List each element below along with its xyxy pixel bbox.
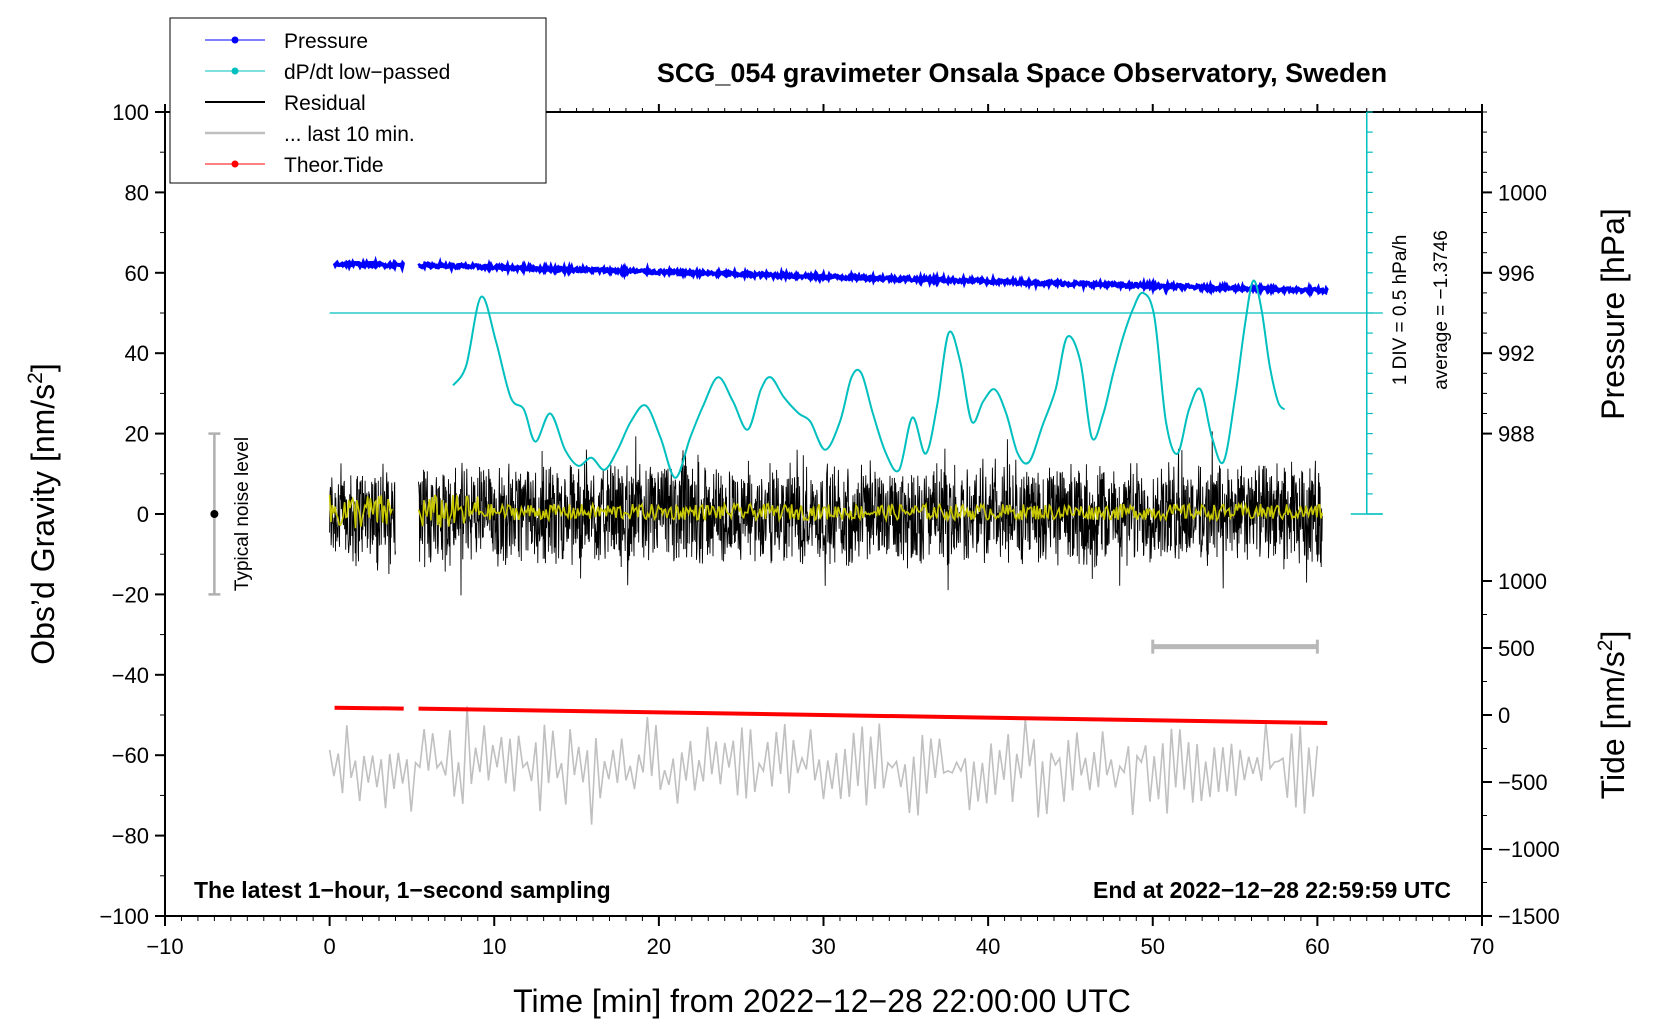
div-scale-label: 1 DIV = 0.5 hPa/h (1390, 235, 1411, 386)
residual-smoothed-line (417, 494, 1324, 528)
x-tick-label: 10 (482, 934, 506, 959)
y-tick-label: −20 (112, 582, 149, 607)
x-tick-label: 0 (324, 934, 336, 959)
pressure-tick-label: 1000 (1498, 180, 1547, 205)
annotation-end-time: End at 2022−12−28 22:59:59 UTC (1093, 877, 1451, 903)
legend-label: ... last 10 min. (284, 123, 415, 146)
y-tick-label: 60 (125, 261, 149, 286)
x-tick-label: 60 (1305, 934, 1329, 959)
legend-marker (231, 160, 239, 168)
x-tick-label: −10 (146, 934, 183, 959)
x-tick-label: 20 (647, 934, 671, 959)
x-axis-title: Time [min] from 2022−12−28 22:00:00 UTC (513, 983, 1131, 1019)
series-layer (328, 255, 1329, 825)
y-tick-label: 40 (125, 341, 149, 366)
y-axis-title-tide: Tide [nm/s2] (1594, 631, 1631, 800)
residual-smoothed-line (328, 494, 393, 529)
y-axis-title-left-sup: 2 (24, 372, 47, 384)
tide-tick-label: −1500 (1498, 904, 1560, 929)
residual-line (329, 463, 396, 575)
legend-label: dP/dt low−passed (284, 61, 450, 84)
tide-tick-label: −1000 (1498, 837, 1560, 862)
y-tick-label: 0 (137, 502, 149, 527)
legend-label: Theor.Tide (284, 154, 384, 177)
y-tick-label: −60 (112, 743, 149, 768)
tick-labels: −10 0 10 20 30 40 50 60 70−100−80−60−40−20020406… (99, 100, 1559, 959)
scale-layer (208, 111, 1383, 654)
legend-label: Pressure (284, 30, 368, 53)
annotation-sampling: The latest 1−hour, 1−second sampling (194, 877, 611, 903)
dpdt-line (452, 279, 1286, 479)
noise-level-label: Typical noise level (232, 437, 253, 591)
y-tick-label: 80 (125, 180, 149, 205)
y-axis-title-tide-sup: 2 (1594, 640, 1617, 652)
x-tick-label: 30 (811, 934, 835, 959)
y-axis-title-pressure: Pressure [hPa] (1595, 208, 1631, 420)
legend-marker (231, 67, 239, 75)
y-tick-label: 100 (112, 100, 149, 125)
y-tick-label: −80 (112, 824, 149, 849)
last10-line (328, 706, 1319, 825)
legend-box (169, 17, 547, 184)
pressure-tick-label: 992 (1498, 341, 1535, 366)
x-tick-label: 70 (1470, 934, 1494, 959)
y-tick-label: −40 (112, 663, 149, 688)
average-label: average = −1.3746 (1431, 230, 1452, 390)
legend: Pressure dP/dt low−passed Residual ... last… (169, 17, 547, 184)
legend-label: Residual (284, 92, 366, 115)
x-tick-label: 40 (976, 934, 1000, 959)
pressure-tick-label: 988 (1498, 422, 1535, 447)
tide-tick-label: 1000 (1498, 569, 1547, 594)
x-tick-label: 50 (1141, 934, 1165, 959)
pressure-line (417, 257, 1329, 299)
noise-bar-center-dot (210, 510, 219, 518)
legend-marker (231, 36, 239, 44)
y-axis-title-left: Obs’d Gravity [nm/s2] (24, 363, 61, 665)
pressure-line (332, 255, 406, 274)
tide-tick-label: −500 (1498, 770, 1548, 795)
tide-line (334, 705, 404, 711)
y-tick-label: 20 (125, 422, 149, 447)
tide-line (418, 706, 1328, 726)
y-tick-label: −100 (99, 904, 149, 929)
pressure-tick-label: 996 (1498, 261, 1535, 286)
chart-title: SCG_054 gravimeter Onsala Space Observat… (657, 58, 1387, 88)
tide-tick-label: 500 (1498, 636, 1535, 661)
tide-tick-label: 0 (1498, 703, 1510, 728)
legend-entries: Pressure dP/dt low−passed Residual ... last… (205, 30, 450, 177)
